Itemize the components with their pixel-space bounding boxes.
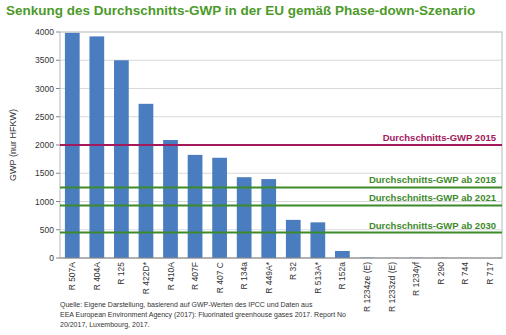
bar [335, 251, 350, 258]
y-tick-label: 2000 [35, 140, 54, 150]
grid-line [60, 32, 502, 33]
x-tick-label: R 290 [436, 262, 446, 285]
bar [286, 220, 301, 258]
bar [114, 60, 129, 258]
y-tick [56, 229, 60, 230]
reference-line [60, 204, 502, 206]
x-tick-label: R 1234ze (E) [362, 262, 372, 312]
x-tick-label: R 407 C [215, 262, 225, 293]
source: Quelle: Eigene Darstellung, basierend au… [60, 301, 313, 309]
y-tick [56, 145, 60, 146]
grid [60, 32, 502, 258]
x-tick-label: R 507A [67, 262, 77, 291]
x-tick-label: R 744 [460, 262, 470, 285]
x-axis [60, 258, 502, 259]
x-tick-label: R 422D* [141, 261, 151, 294]
y-tick [56, 173, 60, 174]
bar [261, 179, 276, 258]
y-axis-label: GWP (nur HFKW) [8, 109, 18, 181]
reference-label: Durchschnitts-GWP ab 2030 [369, 220, 496, 231]
x-tick-label: R 32 [288, 262, 298, 280]
reference-line [60, 232, 502, 234]
y-tick [56, 116, 60, 117]
x-tick-label: R 404A [92, 262, 102, 291]
reference-lines [60, 145, 502, 233]
grid-line [60, 145, 502, 146]
y-tick-label: 1500 [35, 168, 54, 178]
reference-label: Durchschnitts-GWP ab 2021 [369, 192, 497, 203]
x-tick-label: R 1233zd (E) [387, 262, 397, 312]
y-tick-label: 4000 [35, 27, 54, 37]
source: EEA European Environment Agency (2017): … [60, 311, 346, 319]
bar [212, 158, 227, 258]
bar [237, 177, 252, 258]
y-tick-label: 0 [49, 253, 54, 263]
y-tick [56, 32, 60, 33]
reference-label: Durchschnitts-GWP ab 2018 [369, 174, 496, 185]
reference-label: Durchschnitts-GWP 2015 [383, 132, 497, 143]
grid-line [60, 258, 502, 259]
x-tick-label: R 152a [337, 262, 347, 290]
x-tick-label: R 125 [116, 262, 126, 285]
plot-frame [60, 32, 502, 258]
y-tick [56, 60, 60, 61]
bar [89, 36, 104, 258]
title: Senkung des Durchschnitts-GWP in der EU … [6, 3, 475, 18]
x-tick-label: R 717 [485, 262, 495, 285]
x-tick-label: R 407F [190, 262, 200, 290]
bar [163, 140, 178, 258]
bar [139, 104, 154, 258]
x-tick-label: R 513A* [313, 261, 323, 293]
source: 20/2017, Luxembourg, 2017. [60, 321, 150, 329]
x-tick-label: R 410A [166, 262, 176, 291]
y-tick-label: 3000 [35, 84, 54, 94]
y-tick [56, 88, 60, 89]
reference-line [60, 144, 502, 146]
x-tick-label: R 1234yf [411, 261, 421, 296]
y-tick [56, 258, 60, 259]
y-tick [56, 201, 60, 202]
y-tick-label: 3500 [35, 55, 54, 65]
chart: Senkung des Durchschnitts-GWP in der EU … [0, 0, 506, 335]
x-tick-label: R 449A* [264, 261, 274, 293]
bar [310, 222, 325, 258]
y-tick-label: 1000 [35, 197, 54, 207]
reference-line [60, 186, 502, 188]
x-tick-label: R 134a [239, 262, 249, 290]
y-tick-label: 500 [40, 225, 54, 235]
y-tick-label: 2500 [35, 112, 54, 122]
